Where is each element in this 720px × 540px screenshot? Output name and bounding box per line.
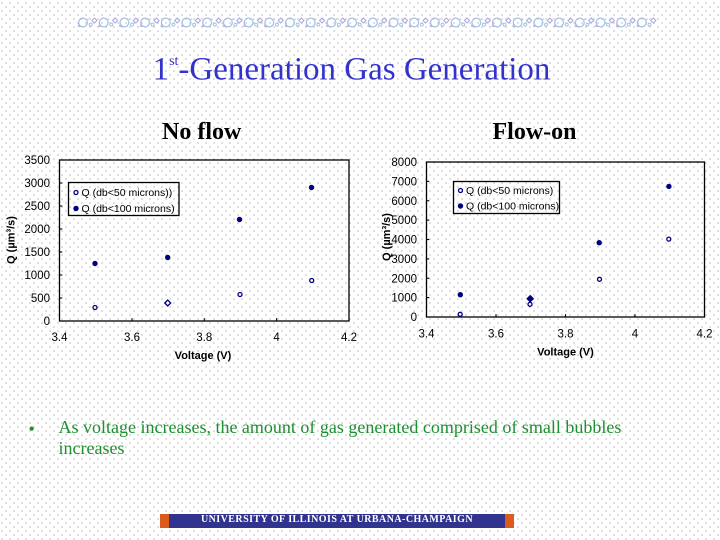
svg-text:1000: 1000 xyxy=(391,293,417,305)
svg-text:2000: 2000 xyxy=(24,224,50,236)
svg-text:2500: 2500 xyxy=(24,201,50,213)
svg-text:500: 500 xyxy=(31,293,50,305)
svg-text:3.6: 3.6 xyxy=(124,332,140,344)
svg-text:3.6: 3.6 xyxy=(488,329,504,341)
svg-text:Voltage (V): Voltage (V) xyxy=(175,350,232,362)
svg-text:3000: 3000 xyxy=(391,254,417,266)
svg-text:4000: 4000 xyxy=(391,235,417,247)
svg-text:3000: 3000 xyxy=(24,178,50,190)
svg-text:Q (db<100 microns): Q (db<100 microns) xyxy=(466,201,559,213)
svg-text:0: 0 xyxy=(411,312,417,324)
svg-text:3.8: 3.8 xyxy=(196,332,212,344)
svg-text:Q (db<50 microns)): Q (db<50 microns)) xyxy=(82,187,173,199)
svg-text:6000: 6000 xyxy=(391,196,417,208)
svg-text:5000: 5000 xyxy=(391,215,417,227)
svg-text:Q (µm³/s): Q (µm³/s) xyxy=(5,216,17,264)
svg-text:0: 0 xyxy=(44,316,50,328)
svg-text:3.4: 3.4 xyxy=(52,332,69,344)
svg-text:Voltage (V): Voltage (V) xyxy=(537,347,594,359)
svg-text:3.4: 3.4 xyxy=(419,329,436,341)
svg-text:3500: 3500 xyxy=(24,155,50,167)
svg-text:8000: 8000 xyxy=(391,157,417,169)
svg-text:4.2: 4.2 xyxy=(697,329,713,341)
svg-text:4: 4 xyxy=(273,332,280,344)
svg-text:4: 4 xyxy=(632,329,639,341)
svg-text:1000: 1000 xyxy=(24,270,50,282)
svg-text:1500: 1500 xyxy=(24,247,50,259)
svg-text:Q (µm³/s): Q (µm³/s) xyxy=(381,213,393,261)
svg-text:Q (db<100 microns): Q (db<100 microns) xyxy=(82,203,175,215)
svg-text:Q (db<50 microns): Q (db<50 microns) xyxy=(466,185,553,197)
svg-text:2000: 2000 xyxy=(391,273,417,285)
svg-text:7000: 7000 xyxy=(391,176,417,188)
svg-text:4.2: 4.2 xyxy=(341,332,357,344)
svg-text:3.8: 3.8 xyxy=(558,329,574,341)
